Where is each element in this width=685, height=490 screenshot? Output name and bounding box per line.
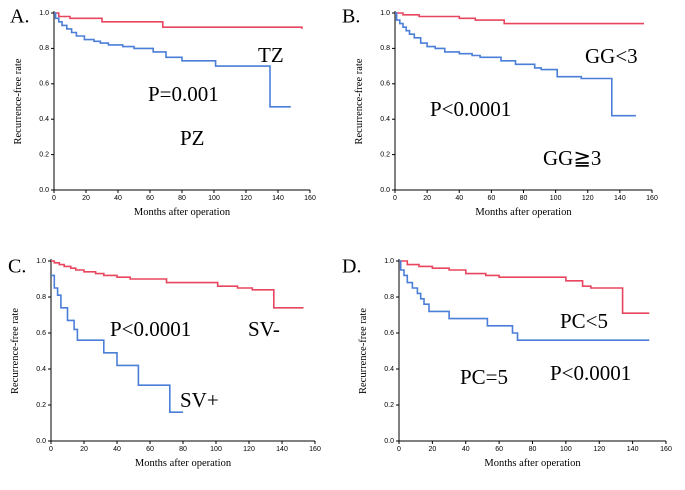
y-tick-label: 0.4: [36, 366, 46, 373]
y-tick-label: 1.0: [36, 258, 46, 265]
y-axis-label: Recurrence-free rate: [13, 58, 24, 144]
x-tick-label: 20: [423, 195, 431, 202]
x-tick-label: 80: [178, 195, 186, 202]
x-tick-label: 40: [455, 195, 463, 202]
y-tick-label: 1.0: [39, 10, 49, 17]
x-tick-label: 60: [495, 446, 503, 453]
panel-label: D.: [342, 256, 361, 278]
x-tick-label: 60: [146, 446, 154, 453]
x-tick-label: 100: [210, 446, 222, 453]
x-tick-label: 100: [550, 195, 562, 202]
x-tick-label: 160: [646, 195, 658, 202]
x-tick-label: 120: [593, 446, 605, 453]
x-tick-label: 0: [397, 446, 401, 453]
x-tick-label: 160: [660, 446, 672, 453]
panel-4: D. 0.0 0.2 0.4 0.6 0.8 1.0 0 20 40 60 80 100 120 140 16…: [342, 256, 672, 469]
x-tick-label: 60: [487, 195, 495, 202]
x-tick-label: 140: [627, 446, 639, 453]
x-axis-label: Months after operation: [475, 207, 572, 218]
annotation: GG≧3: [543, 146, 601, 170]
km-curve-pc-5: [399, 260, 650, 341]
y-tick-label: 0.2: [380, 151, 390, 158]
x-tick-label: 120: [582, 195, 594, 202]
y-tick-label: 0.6: [36, 330, 46, 337]
panel-3: C. 0.0 0.2 0.4 0.6 0.8 1.0 0 20 40 60 80 100 120 140 16…: [8, 256, 321, 469]
annotation: GG<3: [585, 44, 638, 68]
x-tick-label: 40: [113, 446, 121, 453]
y-tick-label: 0.0: [36, 438, 46, 445]
y-tick-label: 0.4: [39, 116, 49, 123]
panel-label: B.: [342, 6, 360, 28]
annotation: P<0.0001: [110, 317, 191, 341]
y-axis-label: Recurrence-free rate: [10, 308, 21, 394]
y-tick-label: 0.2: [39, 151, 49, 158]
x-tick-label: 20: [428, 446, 436, 453]
y-tick-label: 0.8: [39, 45, 49, 52]
x-tick-label: 100: [208, 195, 220, 202]
panel-label: C.: [8, 256, 26, 278]
panel-label: A.: [10, 6, 29, 28]
annotation: TZ: [258, 43, 284, 67]
y-tick-label: 0.0: [380, 187, 390, 194]
annotation: P<0.0001: [550, 361, 631, 385]
y-axis-label: Recurrence-free rate: [354, 58, 365, 144]
x-tick-label: 80: [520, 195, 528, 202]
km-curve-pc-5: [399, 260, 650, 314]
x-axis-label: Months after operation: [134, 207, 231, 218]
x-tick-label: 60: [146, 195, 154, 202]
x-axis-label: Months after operation: [484, 458, 581, 469]
x-tick-label: 140: [614, 195, 626, 202]
x-tick-label: 20: [80, 446, 88, 453]
y-axis-label: Recurrence-free rate: [358, 308, 369, 394]
y-tick-label: 0.6: [380, 81, 390, 88]
x-tick-label: 80: [179, 446, 187, 453]
y-tick-label: 0.2: [36, 402, 46, 409]
annotation: PC<5: [560, 309, 608, 333]
y-tick-label: 0.4: [380, 116, 390, 123]
x-tick-label: 140: [272, 195, 284, 202]
x-tick-label: 40: [114, 195, 122, 202]
y-tick-label: 0.6: [384, 330, 394, 337]
y-tick-label: 0.8: [384, 294, 394, 301]
km-curve-gg-3: [395, 12, 644, 25]
y-tick-label: 0.2: [384, 402, 394, 409]
x-tick-label: 160: [304, 195, 316, 202]
y-tick-label: 0.4: [384, 366, 394, 373]
x-tick-label: 80: [529, 446, 537, 453]
y-tick-label: 1.0: [384, 258, 394, 265]
y-tick-label: 0.6: [39, 81, 49, 88]
km-curve-pz: [54, 12, 291, 108]
x-tick-label: 40: [462, 446, 470, 453]
y-tick-label: 0.8: [380, 45, 390, 52]
panel-2: B. 0.0 0.2 0.4 0.6 0.8 1.0 0 20 40 60 80 100 120 140 16…: [342, 6, 658, 218]
annotation: SV-: [248, 317, 280, 341]
x-tick-label: 20: [82, 195, 90, 202]
annotation: SV+: [180, 388, 219, 412]
annotation: P=0.001: [148, 82, 219, 106]
x-tick-label: 120: [243, 446, 255, 453]
km-curve-tz: [54, 12, 303, 29]
x-tick-label: 160: [309, 446, 321, 453]
y-tick-label: 0.0: [39, 187, 49, 194]
km-curve-sv: [51, 274, 183, 413]
annotation: P<0.0001: [430, 97, 511, 121]
x-tick-label: 140: [276, 446, 288, 453]
km-curve-sv: [51, 260, 304, 309]
y-tick-label: 1.0: [380, 10, 390, 17]
x-tick-label: 0: [49, 446, 53, 453]
x-axis-label: Months after operation: [135, 458, 232, 469]
x-tick-label: 0: [393, 195, 397, 202]
y-tick-label: 0.0: [384, 438, 394, 445]
x-tick-label: 120: [240, 195, 252, 202]
panel-1: A. 0.0 0.2 0.4 0.6 0.8 1.0 0 20 40 60 80 100 120 140 16…: [10, 6, 316, 218]
annotation: PZ: [180, 126, 205, 150]
annotation: PC=5: [460, 365, 508, 389]
x-tick-label: 0: [52, 195, 56, 202]
y-tick-label: 0.8: [36, 294, 46, 301]
km-curve-gg-3: [395, 12, 636, 117]
x-tick-label: 100: [560, 446, 572, 453]
